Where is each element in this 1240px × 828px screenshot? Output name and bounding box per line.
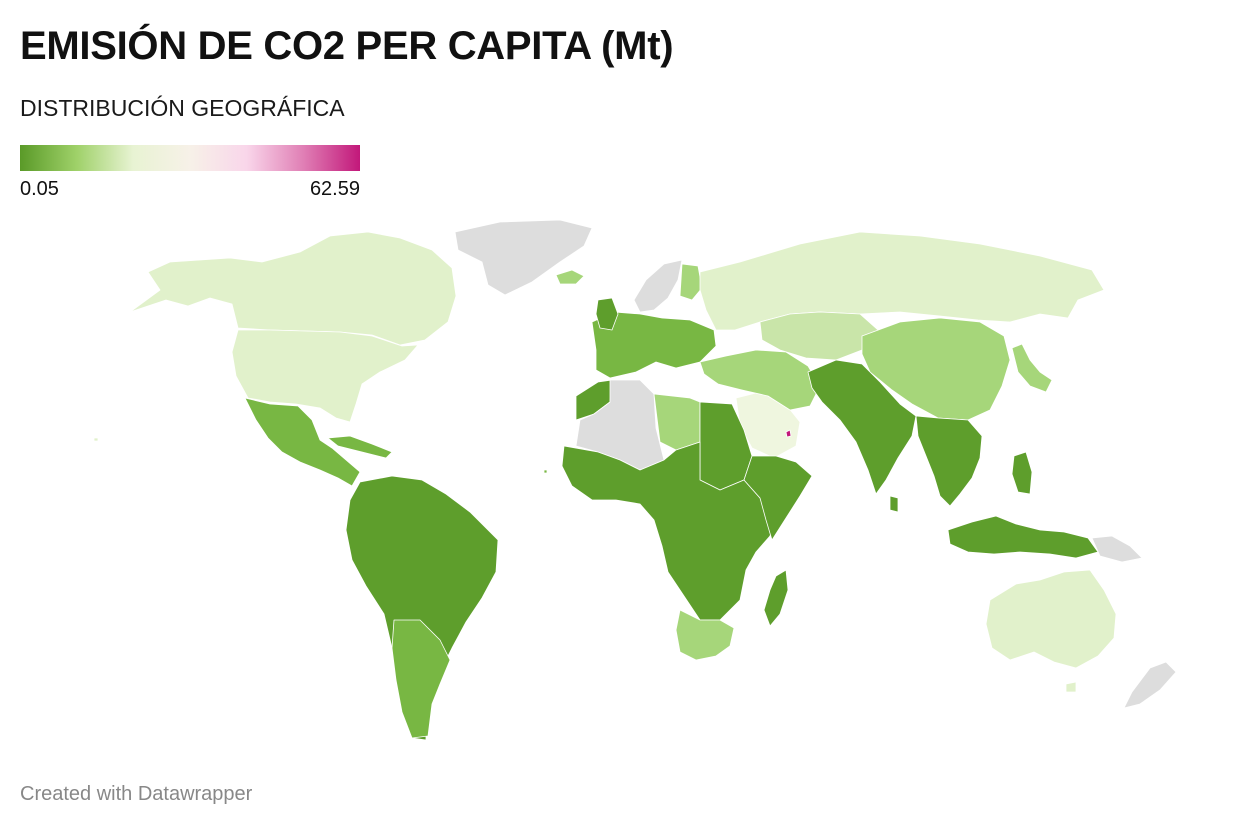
color-legend: 0.05 62.59	[20, 145, 360, 202]
region-usa[interactable]	[231, 329, 419, 423]
region-southern-cone[interactable]	[391, 619, 451, 739]
region-hawaii[interactable]	[93, 437, 99, 442]
region-canada[interactable]	[129, 231, 457, 346]
region-indonesia-philippines[interactable]	[947, 515, 1099, 559]
region-australia[interactable]	[985, 569, 1117, 669]
chart-header: EMISIÓN DE CO2 PER CAPITA (Mt) DISTRIBUC…	[20, 22, 1220, 122]
legend-min-label: 0.05	[20, 178, 59, 200]
region-mexico-central-america[interactable]	[244, 397, 361, 487]
credit-text: Created with Datawrapper	[20, 783, 253, 805]
chart-title: EMISIÓN DE CO2 PER CAPITA (Mt)	[20, 24, 674, 68]
region-southern-africa[interactable]	[675, 609, 735, 661]
region-japan-korea[interactable]	[1011, 343, 1053, 393]
region-new-zealand[interactable]	[1123, 661, 1177, 709]
region-tasmania[interactable]	[1065, 681, 1077, 693]
legend-max-label: 62.59	[309, 178, 360, 200]
region-cape-verde[interactable]	[543, 469, 548, 474]
region-uk[interactable]	[595, 297, 619, 331]
region-libya[interactable]	[653, 393, 701, 451]
region-caribbean[interactable]	[327, 435, 393, 459]
legend-gradient-bar	[20, 145, 360, 171]
region-greenland[interactable]	[454, 219, 593, 296]
region-horn-of-africa[interactable]	[743, 455, 813, 541]
region-russia[interactable]	[699, 231, 1105, 331]
region-finland[interactable]	[679, 263, 703, 301]
region-scandinavia[interactable]	[633, 259, 683, 313]
region-southeast-asia[interactable]	[915, 415, 983, 507]
region-iceland[interactable]	[555, 269, 585, 285]
region-west-central-africa[interactable]	[561, 441, 779, 621]
region-new-guinea[interactable]	[1091, 535, 1143, 563]
region-qatar[interactable]	[785, 429, 792, 438]
region-iran-turkey[interactable]	[699, 349, 821, 411]
region-china[interactable]	[861, 317, 1011, 421]
region-madagascar[interactable]	[763, 569, 789, 627]
region-philippines[interactable]	[1011, 451, 1033, 495]
chart-subtitle: DISTRIBUCIÓN GEOGRÁFICA	[20, 95, 345, 121]
world-map	[93, 219, 1177, 741]
region-south-asia[interactable]	[807, 359, 917, 495]
region-sri-lanka[interactable]	[889, 495, 899, 513]
